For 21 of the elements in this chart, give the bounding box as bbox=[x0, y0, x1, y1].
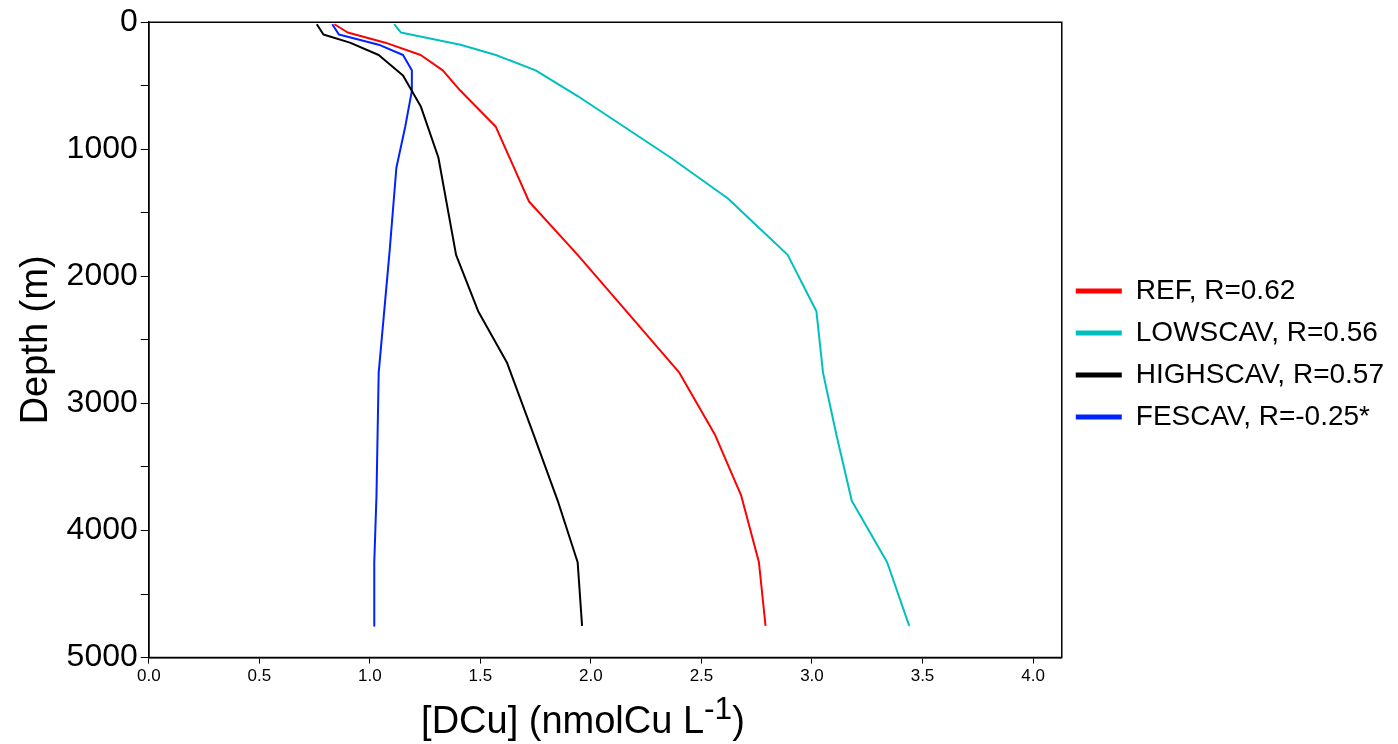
x-tick-label: 4.0 bbox=[1021, 666, 1045, 686]
y-tick-label: 0 bbox=[119, 2, 138, 39]
legend-label: LOWSCAV, R=0.56 bbox=[1135, 315, 1378, 347]
x-tick-label: 2.0 bbox=[579, 666, 603, 686]
x-tick-label: 1.5 bbox=[468, 666, 493, 686]
x-tick-label: 1.0 bbox=[358, 666, 382, 686]
y-axis-title: Depth (m) bbox=[13, 255, 56, 425]
x-tick-label: 3.5 bbox=[910, 666, 935, 686]
y-tick-label: 1000 bbox=[66, 129, 138, 166]
legend-label: REF, R=0.62 bbox=[1135, 273, 1296, 305]
legend-label: HIGHSCAV, R=0.57 bbox=[1135, 357, 1385, 389]
legend-label: FESCAV, R=-0.25* bbox=[1135, 399, 1371, 431]
x-tick-label: 0.0 bbox=[136, 666, 161, 686]
x-tick-label: 3.0 bbox=[800, 666, 824, 686]
y-tick-label: 5000 bbox=[66, 637, 138, 674]
x-axis-title: [DCu] (nmolCu L$^{-1}$) bbox=[420, 690, 746, 742]
x-tick-label: 0.5 bbox=[247, 666, 272, 686]
x-tick-label: 2.5 bbox=[689, 666, 714, 686]
y-tick-label: 2000 bbox=[66, 256, 138, 293]
y-tick-label: 3000 bbox=[66, 383, 138, 420]
y-tick-label: 4000 bbox=[66, 510, 138, 547]
